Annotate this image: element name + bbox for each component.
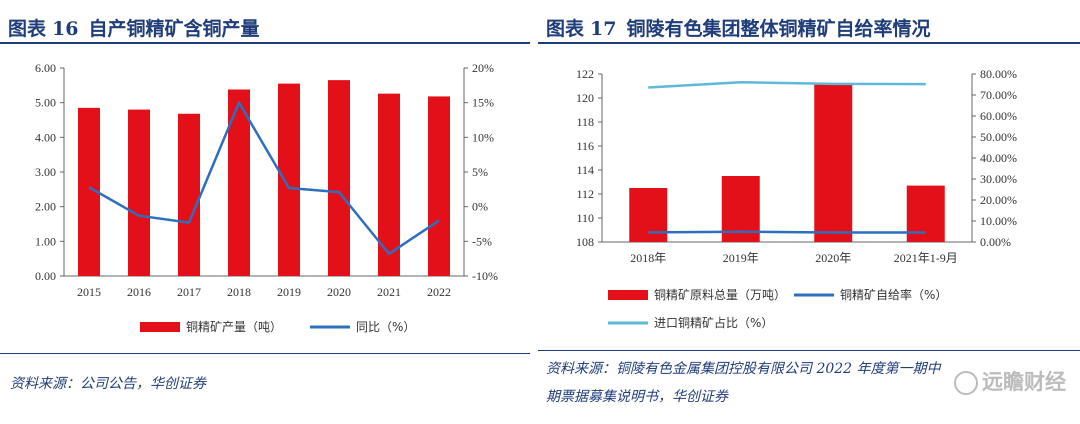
x-tick-label: 2019 xyxy=(277,285,301,299)
bar xyxy=(328,80,350,276)
chart-title: 图表 16 自产铜精矿含铜产量 xyxy=(8,14,259,41)
bar xyxy=(228,89,250,276)
series-line xyxy=(648,230,926,234)
y-left-tick-label: 122 xyxy=(576,67,594,81)
series-line xyxy=(88,101,440,256)
x-tick-label: 2017 xyxy=(177,285,201,299)
y-right-tick-label: 15% xyxy=(472,96,494,110)
bar xyxy=(78,107,100,276)
legend-swatch xyxy=(140,322,180,332)
y-right-tick-label: 20.00% xyxy=(980,193,1017,207)
figure-label: 图表 xyxy=(8,18,47,40)
figure-label: 图表 xyxy=(546,18,585,40)
legend-label: 铜精矿原料总量（万吨） xyxy=(654,287,786,302)
y-left-tick-label: 3.00 xyxy=(35,165,56,179)
title-rule xyxy=(538,42,1080,44)
y-left-tick-label: 5.00 xyxy=(35,96,56,110)
x-tick-label: 2018年 xyxy=(630,251,666,265)
y-left-tick-label: 116 xyxy=(576,139,594,153)
y-left-tick-label: 1.00 xyxy=(35,234,56,248)
x-tick-label: 2021 xyxy=(377,285,401,299)
legend-label: 同比（%） xyxy=(356,320,415,334)
chart-title: 图表 17 铜陵有色集团整体铜精矿自给率情况 xyxy=(546,14,930,41)
figure-17-panel: 图表 17 铜陵有色集团整体铜精矿自给率情况 108 110 112 114 116 118 1… xyxy=(538,0,1080,424)
y-left-tick-label: 108 xyxy=(576,235,594,249)
figure-number: 17 xyxy=(590,18,617,40)
y-left-tick-label: 0.00 xyxy=(35,269,56,283)
chart-17-plot: 108 110 112 114 116 118 120 122 0.00% 10.00% 20.00… xyxy=(576,67,1017,330)
y-left-tick-label: 4.00 xyxy=(35,130,56,144)
y-right-tick-label: 0% xyxy=(472,200,488,214)
y-left-tick-label: 2.00 xyxy=(35,200,56,214)
bar xyxy=(428,96,450,276)
y-right-tick-label: 0.00% xyxy=(980,235,1011,249)
bar xyxy=(178,113,200,276)
watermark-icon xyxy=(954,371,978,395)
bar xyxy=(378,93,400,276)
series-line xyxy=(648,80,926,89)
figure-16-panel: 图表 16 自产铜精矿含铜产量 0.00 1.00 2.00 3.00 4.00 5.00 6.… xyxy=(0,0,530,424)
legend-swatch xyxy=(608,290,648,300)
watermark-logo: 远瞻财经 xyxy=(954,366,1066,396)
x-tick-label: 2021年1-9月 xyxy=(894,251,958,265)
y-right-tick-label: -10% xyxy=(472,269,498,283)
y-right-tick-label: 50.00% xyxy=(980,130,1017,144)
bar xyxy=(814,83,853,242)
y-right-tick-label: 60.00% xyxy=(980,109,1017,123)
source-line-2: 期票据募集说明书，华创证券 xyxy=(546,389,728,405)
y-right-tick-label: 70.00% xyxy=(980,88,1017,102)
chart-16-plot: 0.00 1.00 2.00 3.00 4.00 5.00 6.00 -10% -5% 0% 5% 1… xyxy=(35,61,498,334)
y-right-tick-label: 10% xyxy=(472,130,494,144)
bar xyxy=(629,188,668,242)
y-left-tick-label: 114 xyxy=(576,163,594,177)
figure-title: 自产铜精矿含铜产量 xyxy=(88,18,260,40)
legend-label: 铜精矿产量（吨） xyxy=(186,319,282,334)
x-tick-label: 2016 xyxy=(127,285,151,299)
watermark-text: 远瞻财经 xyxy=(982,370,1066,394)
legend-label: 铜精矿自给率（%） xyxy=(840,287,947,302)
figure-title: 铜陵有色集团整体铜精矿自给率情况 xyxy=(626,18,931,40)
source-note: 资料来源：铜陵有色金属集团控股有限公司 2022 年度第一期中 期票据募集说明书… xyxy=(546,355,941,411)
y-left-tick-label: 112 xyxy=(576,187,594,201)
y-left-tick-label: 118 xyxy=(576,115,594,129)
figure-number: 16 xyxy=(52,18,79,40)
y-right-tick-label: 80.00% xyxy=(980,67,1017,81)
source-note: 资料来源：公司公告，华创证券 xyxy=(10,376,206,392)
bar xyxy=(128,109,150,276)
x-tick-label: 2018 xyxy=(227,285,251,299)
bottom-rule xyxy=(538,350,1080,351)
y-right-tick-label: -5% xyxy=(472,234,492,248)
x-tick-label: 2019年 xyxy=(723,251,759,265)
y-right-tick-label: 5% xyxy=(472,165,488,179)
bar xyxy=(278,83,300,276)
legend-label: 进口铜精矿占比（%） xyxy=(654,315,773,330)
y-right-tick-label: 40.00% xyxy=(980,151,1017,165)
y-left-tick-label: 120 xyxy=(576,91,594,105)
title-rule xyxy=(0,42,530,44)
y-left-tick-label: 110 xyxy=(576,211,594,225)
x-tick-label: 2020年 xyxy=(815,251,851,265)
y-left-tick-label: 6.00 xyxy=(35,61,56,75)
x-tick-label: 2015 xyxy=(77,285,101,299)
y-right-tick-label: 30.00% xyxy=(980,172,1017,186)
x-tick-label: 2022 xyxy=(427,285,451,299)
y-right-tick-label: 10.00% xyxy=(980,214,1017,228)
bottom-rule xyxy=(0,353,530,354)
source-line-1: 资料来源：铜陵有色金属集团控股有限公司 2022 年度第一期中 xyxy=(546,361,941,377)
y-right-tick-label: 20% xyxy=(472,61,494,75)
x-tick-label: 2020 xyxy=(327,285,351,299)
